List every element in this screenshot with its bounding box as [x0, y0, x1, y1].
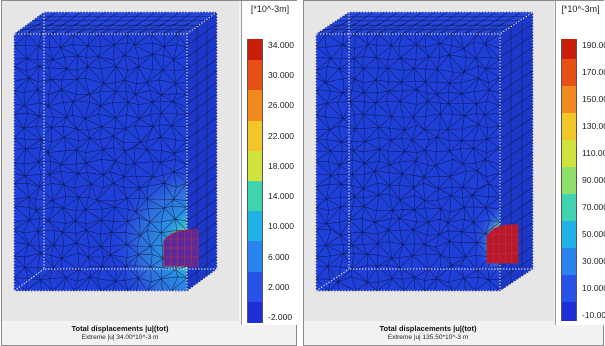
legend-swatch [247, 120, 263, 152]
caption-right: Total displacements |u|(tot) Extreme |u|… [304, 324, 552, 342]
mesh-plot-right [315, 11, 535, 292]
legend-value: 18.000 [268, 160, 294, 171]
legend-swatch [247, 271, 263, 303]
legend-value: 34.000 [268, 40, 294, 50]
legend-swatch [561, 139, 577, 167]
legend-swatch [561, 274, 577, 302]
tunnel [163, 229, 199, 267]
legend-swatch [561, 166, 577, 194]
legend-swatch [247, 301, 263, 323]
caption-title-right: Total displacements |u|(tot) [379, 324, 477, 333]
legend-swatch [247, 211, 263, 242]
block-edge-front [315, 33, 501, 292]
tunnel-lining [487, 225, 518, 263]
legend-swatch [247, 39, 263, 61]
caption-sub-right: Extreme |u| 135.50*10^-3 m [387, 334, 469, 341]
legend-swatch [561, 220, 577, 248]
plot-view-right[interactable] [304, 1, 554, 321]
mesh-plot-left [13, 11, 219, 292]
block-edge-top [315, 11, 535, 35]
caption-left: Total displacements |u|(tot) Extreme |u|… [2, 324, 238, 342]
mesh-top-face [316, 12, 533, 34]
legend-value: 22.000 [268, 130, 294, 141]
tunnel-lining [164, 230, 198, 266]
legend-swatch [561, 112, 577, 140]
legend-swatch [561, 58, 577, 86]
legend-value: 150.000 [582, 94, 605, 104]
block-edge-side [499, 12, 534, 292]
legend-value: 10.000 [582, 283, 605, 293]
legend-value: 170.000 [582, 67, 605, 77]
caption-title-left: Total displacements |u|(tot) [71, 324, 169, 333]
tunnel [486, 224, 519, 264]
legend-value: 10.000 [268, 221, 294, 232]
legend-swatch [247, 60, 263, 91]
legend-swatch [247, 181, 263, 212]
legend-value: -2.000 [268, 312, 293, 322]
legend-value: 2.000 [268, 281, 290, 292]
legend-value: 26.000 [268, 100, 294, 111]
legend-value: 90.000 [582, 175, 605, 185]
legend-swatch [247, 241, 263, 273]
legend-value: 14.000 [268, 191, 294, 202]
legend-unit-right: [*10^-3m] [561, 4, 600, 14]
caption-sub-left: Extreme |u| 34.00*10^-3 m [81, 334, 159, 341]
legend-value: 6.000 [268, 251, 290, 262]
legend-swatch [561, 39, 577, 59]
block-edge-bottom [315, 268, 350, 292]
legend-value: 30.000 [268, 70, 294, 81]
panel-left: [*10^-3m] 34.000 30.000 26.000 22.000 18.000… [1, 0, 298, 346]
legend-swatch [561, 193, 577, 221]
legend-swatch [561, 301, 577, 321]
legend-value: -10.000 [582, 310, 605, 320]
legend-swatch [561, 247, 577, 275]
legend-value: 110.000 [582, 148, 605, 158]
plot-view-left[interactable] [2, 1, 239, 321]
legend-left: [*10^-3m] 34.000 30.000 26.000 22.000 18.000… [241, 1, 298, 325]
legend-value: 130.000 [582, 121, 605, 131]
legend-swatch [561, 85, 577, 113]
legend-value: 190.000 [582, 40, 605, 50]
legend-swatch [247, 150, 263, 182]
legend-right: [*10^-3m] 190.000 170.000 150.000 130.000 11… [555, 1, 605, 325]
panel-right: [*10^-3m] 190.000 170.000 150.000 130.000 11… [303, 0, 605, 346]
displacement-field [14, 34, 187, 291]
legend-value: 70.000 [582, 202, 605, 212]
legend-value: 50.000 [582, 229, 605, 239]
legend-swatch [247, 90, 263, 122]
legend-value: 30.000 [582, 256, 605, 266]
legend-unit-left: [*10^-3m] [250, 4, 290, 14]
block-edge-top [13, 11, 219, 35]
block-edge-back [43, 12, 217, 270]
block-edge-bottom [13, 268, 45, 292]
